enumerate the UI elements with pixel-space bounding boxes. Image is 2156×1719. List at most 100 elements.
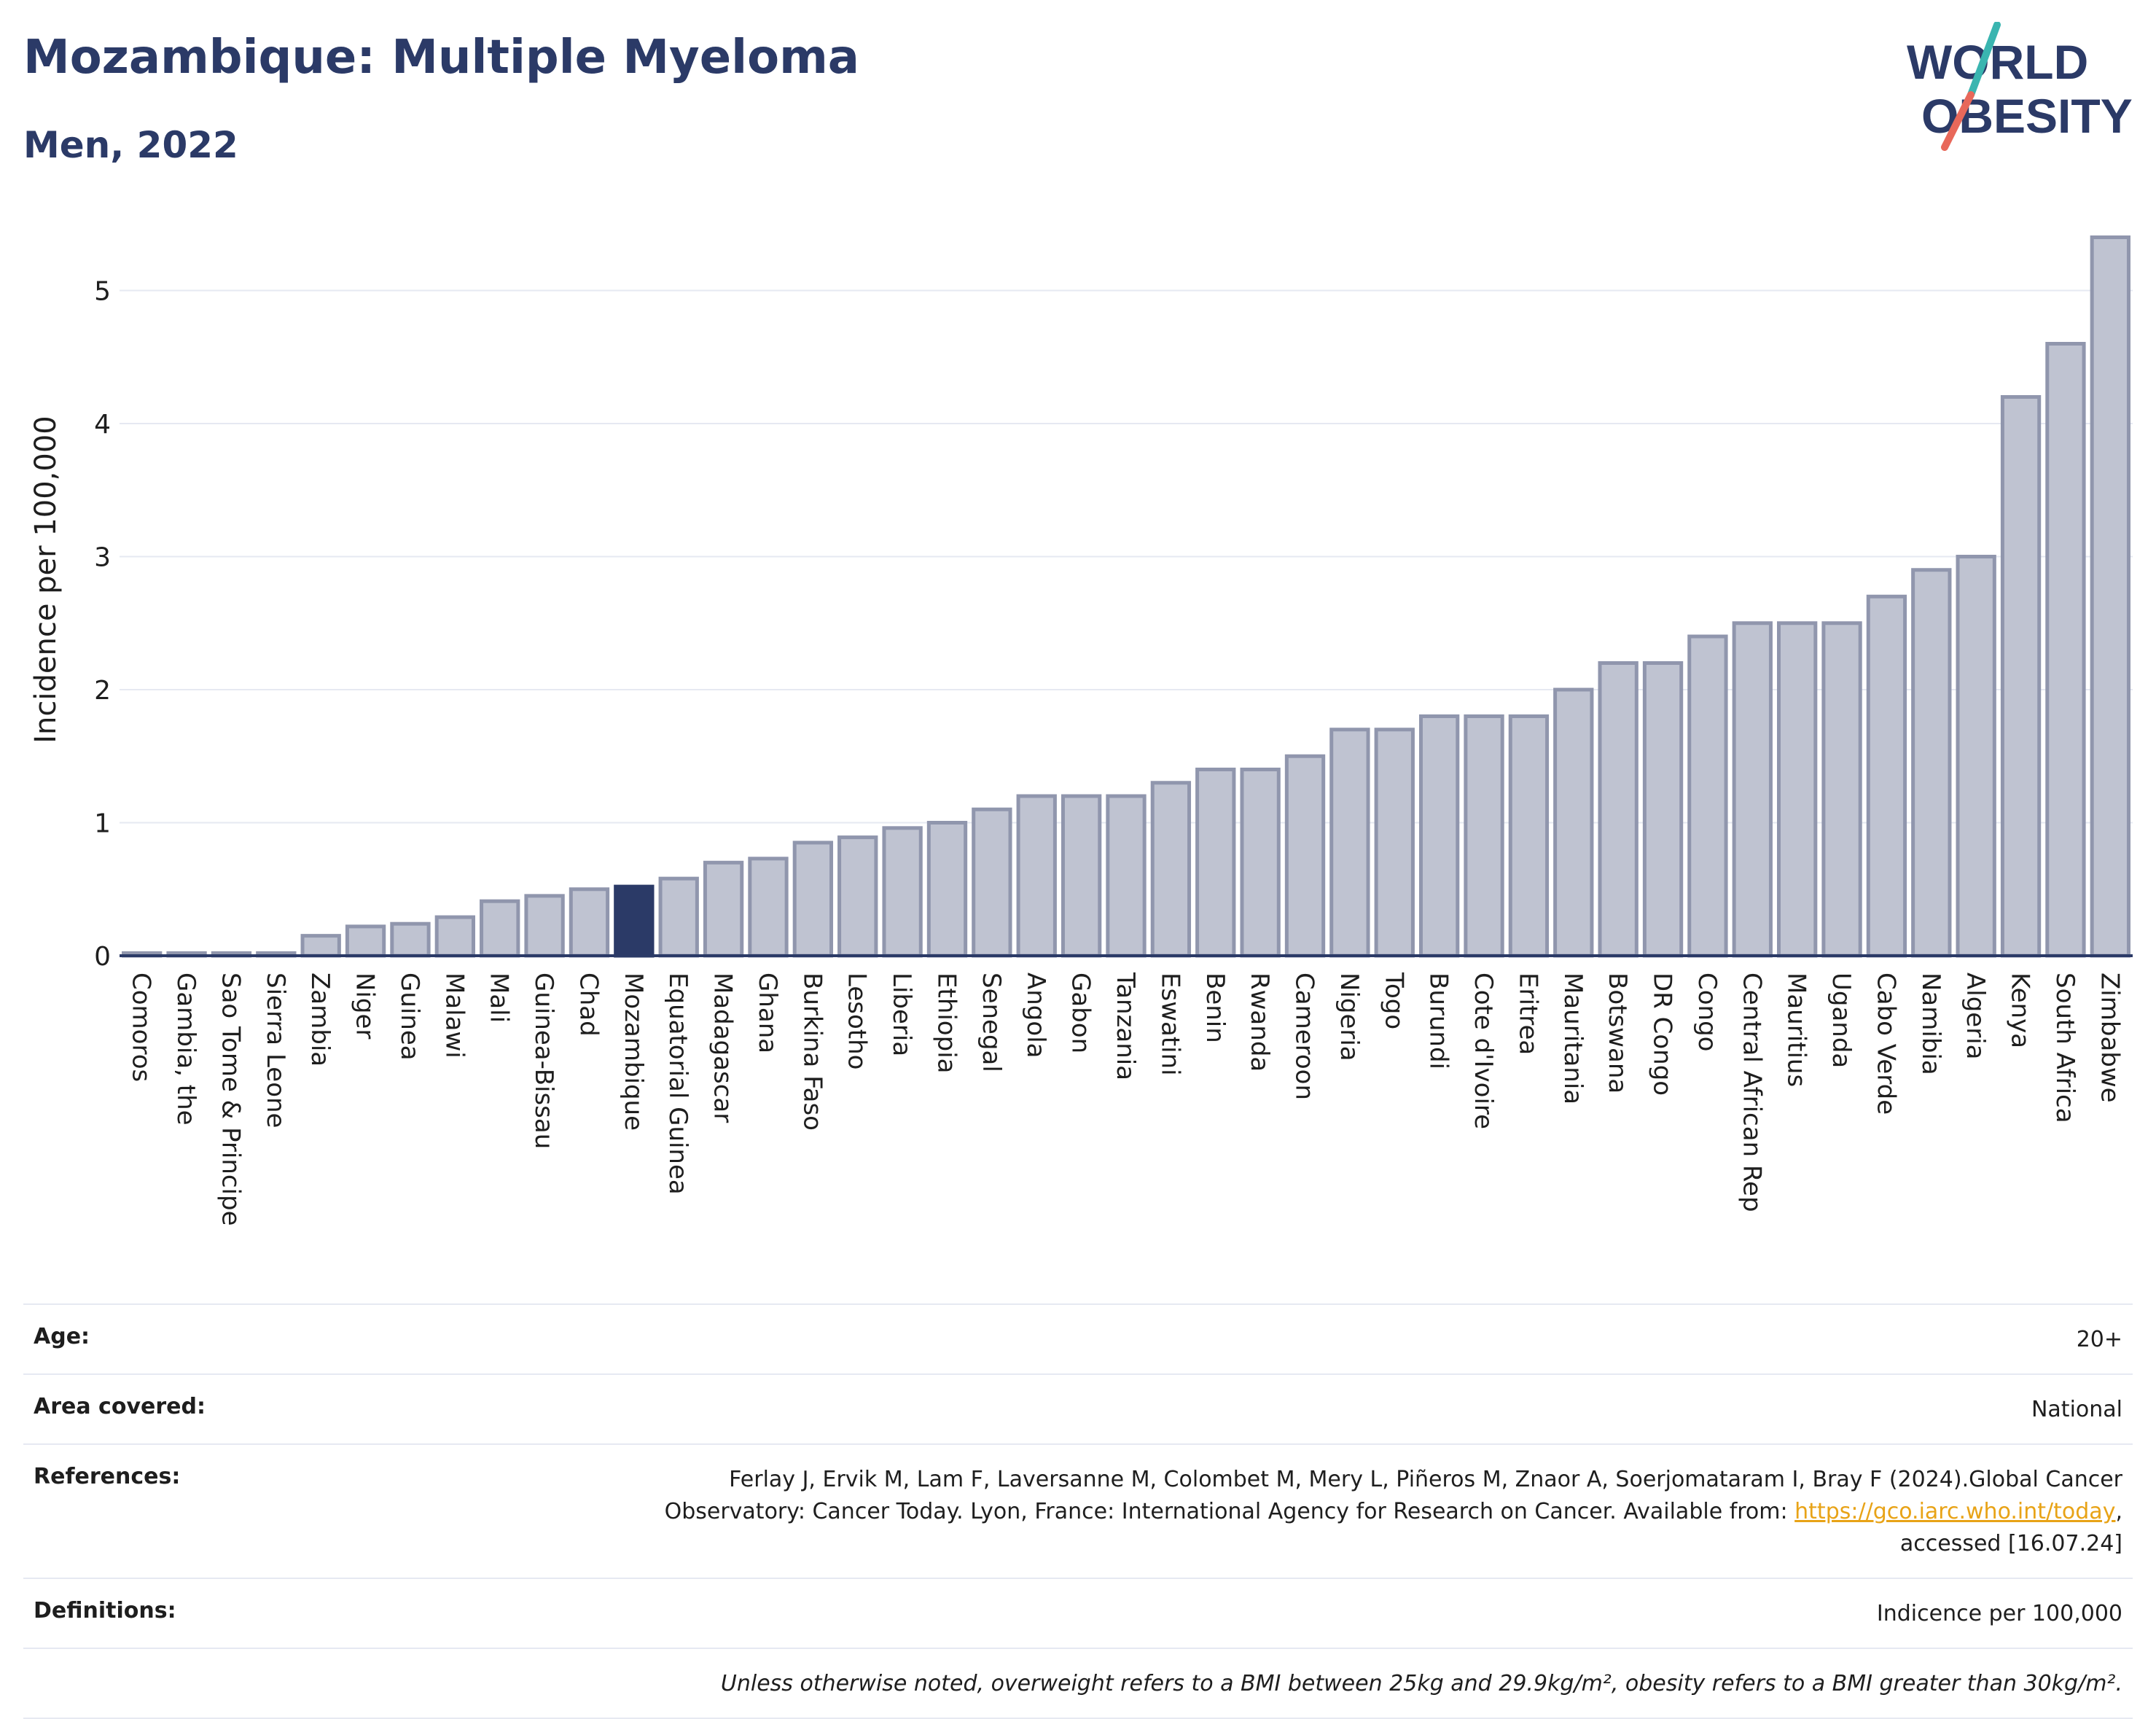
logo-line-1: WORLD [1907, 35, 2088, 89]
bar-lesotho [837, 835, 878, 958]
info-row-area: Area covered: National [23, 1373, 2133, 1443]
references-value: Ferlay J, Ervik M, Lam F, Laversanne M, … [664, 1467, 2122, 1556]
x-tick-label: Madagascar [708, 972, 738, 1123]
y-tick-label: 0 [94, 942, 111, 972]
info-row-references: References: Ferlay J, Ervik M, Lam F, La… [23, 1443, 2133, 1578]
x-tick-label: Tanzania [1111, 972, 1140, 1080]
x-tick-label: Mauritania [1558, 972, 1587, 1104]
bar-benin [1195, 768, 1236, 958]
x-tick-label: Gambia, the [171, 972, 200, 1126]
x-tick-label: Cote d'Ivoire [1469, 972, 1498, 1129]
references-line-3: accessed [16.07.24] [1899, 1531, 2122, 1556]
bar-ethiopia [926, 821, 968, 958]
x-tick-label: Cabo Verde [1871, 972, 1900, 1115]
world-obesity-logo: WORLD OBESITY [1907, 22, 2133, 151]
x-tick-label: Eritrea [1513, 972, 1542, 1055]
logo-slash-coral [1941, 91, 1975, 151]
x-tick-label: Nigeria [1335, 972, 1364, 1061]
bar-gabon [1061, 794, 1102, 958]
bar-burundi [1418, 714, 1460, 958]
bar-guinea [390, 921, 431, 958]
bar-mauritania [1553, 687, 1594, 958]
x-tick-label: Comoros [127, 972, 156, 1082]
bmi-note: Unless otherwise noted, overweight refer… [720, 1671, 2122, 1696]
x-tick-label: DR Congo [1648, 972, 1677, 1096]
x-tick-label: Ghana [753, 972, 782, 1053]
x-tick-label: Benin [1200, 972, 1230, 1043]
x-tick-label: Malawi [440, 972, 469, 1059]
info-row-note: Unless otherwise noted, overweight refer… [23, 1648, 2133, 1719]
x-tick-label: Togo [1379, 972, 1408, 1029]
x-tick-label: Namibia [1916, 972, 1945, 1075]
bar-eritrea [1508, 714, 1550, 958]
x-tick-label: Eswatini [1155, 972, 1184, 1076]
bar-dr-congo [1642, 661, 1684, 958]
x-tick-label: Mali [485, 972, 514, 1023]
age-label: Age: [34, 1324, 90, 1349]
x-tick-label: Rwanda [1245, 972, 1274, 1072]
bar-madagascar [703, 860, 744, 958]
references-line-1: Ferlay J, Ervik M, Lam F, Laversanne M, … [729, 1467, 2122, 1492]
bar-mozambique [614, 884, 655, 958]
bar-burkina-faso [792, 841, 834, 958]
chart-subtitle: Men, 2022 [23, 124, 238, 166]
x-tick-label: Mauritius [1782, 972, 1811, 1087]
y-tick-label: 2 [94, 676, 111, 706]
bar-botswana [1598, 661, 1639, 958]
y-tick-labels: 0 1 2 3 4 5 [94, 277, 111, 972]
x-tick-label: Guinea [395, 972, 424, 1061]
area-label: Area covered: [34, 1394, 206, 1419]
x-tick-label: Botswana [1603, 972, 1632, 1094]
bar-cameroon [1284, 754, 1326, 958]
bar-south-africa [2045, 342, 2086, 958]
bar-kenya [2000, 395, 2042, 958]
bar-ghana [748, 857, 789, 958]
x-tick-label: Uganda [1827, 972, 1856, 1068]
bar-zambia [300, 934, 341, 958]
x-tick-label: Guinea-Bissau [529, 972, 558, 1149]
bar-liberia [882, 826, 923, 958]
x-tick-label: Kenya [2006, 972, 2035, 1048]
x-tick-label: Sierra Leone [261, 972, 290, 1128]
x-tick-label: Chad [574, 972, 603, 1037]
x-tick-label: Central African Rep [1737, 972, 1766, 1212]
bar-nigeria [1329, 728, 1370, 958]
x-tick-labels: Comoros Gambia, the Sao Tome & Principe Sie… [127, 972, 2125, 1226]
bar-central-african-rep [1732, 621, 1773, 958]
references-link[interactable]: https://gco.iarc.who.int/today [1794, 1499, 2116, 1524]
definitions-label: Definitions: [34, 1598, 176, 1624]
x-tick-label: Congo [1692, 972, 1722, 1051]
bar-niger [345, 924, 386, 958]
x-tick-label: Senegal [977, 972, 1006, 1072]
x-tick-label: South Africa [2050, 972, 2079, 1123]
info-row-definitions: Definitions: Indicence per 100,000 [23, 1578, 2133, 1648]
bar-chart: 0 1 2 3 4 5 Comoros Gambia, the Sao Tome & Prin… [29, 235, 2133, 1226]
x-tick-label: Algeria [1961, 972, 1990, 1059]
x-tick-label: Burundi [1424, 972, 1453, 1069]
x-tick-label: Gabon [1066, 972, 1095, 1053]
bar-angola [1016, 794, 1057, 958]
x-tick-label: Lesotho [843, 972, 872, 1069]
x-tick-label: Angola [1021, 972, 1050, 1058]
bar-malawi [434, 915, 475, 958]
bar-algeria [1956, 555, 1996, 958]
age-value: 20+ [2076, 1327, 2122, 1352]
bar-cote-d-ivoire [1464, 714, 1504, 958]
chart-title: Mozambique: Multiple Myeloma [23, 31, 859, 85]
bar-mauritius [1777, 621, 1818, 958]
bar-senegal [972, 807, 1012, 958]
x-tick-label: Burkina Faso [797, 972, 827, 1131]
bar-namibia [1911, 568, 1952, 958]
area-value: National [2031, 1397, 2122, 1422]
bar-equatorial-guinea [658, 876, 699, 958]
x-tick-label: Niger [351, 972, 380, 1039]
x-tick-label: Sao Tome & Principe [216, 972, 245, 1226]
y-axis-title: Incidence per 100,000 [29, 416, 63, 744]
bar-cabo-verde [1866, 594, 1907, 958]
bar-guinea-bissau [524, 894, 565, 958]
x-tick-label: Ethiopia [931, 972, 961, 1073]
bar-tanzania [1106, 794, 1147, 958]
x-tick-label: Zambia [305, 972, 335, 1067]
y-tick-label: 3 [94, 543, 111, 573]
references-label: References: [34, 1464, 181, 1489]
